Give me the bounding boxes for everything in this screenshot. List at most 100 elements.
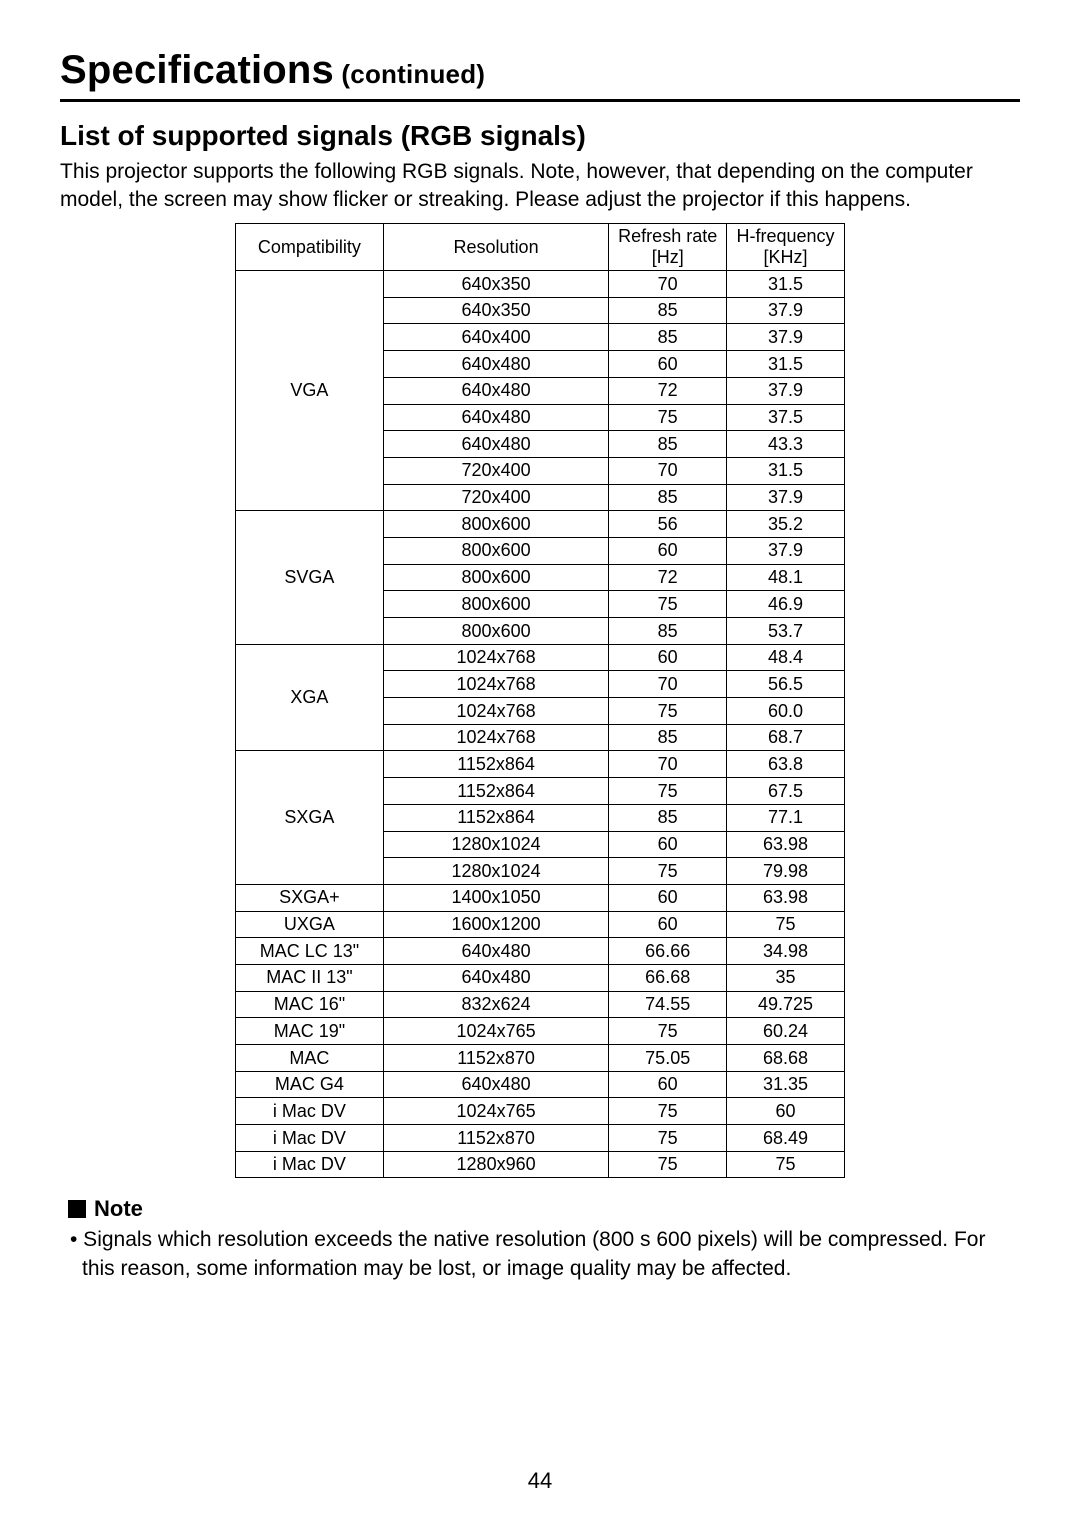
refresh-cell: 72 [609,564,727,591]
hfreq-cell: 34.98 [727,938,845,965]
resolution-cell: 1280x960 [383,1151,608,1178]
hfreq-cell: 37.9 [727,324,845,351]
hfreq-cell: 31.5 [727,271,845,298]
table-row: SXGA1152x8647063.8 [236,751,845,778]
hfreq-cell: 79.98 [727,858,845,885]
compatibility-cell: i Mac DV [236,1125,384,1152]
title-main: Specifications [60,48,334,92]
refresh-cell: 85 [609,431,727,458]
hfreq-cell: 75 [727,1151,845,1178]
refresh-cell: 66.66 [609,938,727,965]
resolution-cell: 1152x864 [383,778,608,805]
refresh-cell: 85 [609,618,727,645]
refresh-cell: 75 [609,858,727,885]
refresh-cell: 75 [609,778,727,805]
resolution-cell: 640x480 [383,431,608,458]
refresh-cell: 75 [609,1125,727,1152]
refresh-cell: 74.55 [609,991,727,1018]
resolution-cell: 1152x870 [383,1125,608,1152]
compatibility-cell: MAC G4 [236,1071,384,1098]
page-number: 44 [0,1468,1080,1494]
col-resolution: Resolution [383,223,608,270]
col-refresh-line2: [Hz] [652,247,684,267]
refresh-cell: 85 [609,324,727,351]
refresh-cell: 75.05 [609,1045,727,1072]
compatibility-cell: MAC LC 13" [236,938,384,965]
resolution-cell: 1024x768 [383,671,608,698]
table-head: Compatibility Resolution Refresh rate [H… [236,223,845,270]
resolution-cell: 1024x768 [383,644,608,671]
hfreq-cell: 48.4 [727,644,845,671]
compatibility-cell: XGA [236,644,384,751]
col-hfreq-line1: H-frequency [737,226,835,246]
refresh-cell: 85 [609,804,727,831]
resolution-cell: 1152x864 [383,751,608,778]
refresh-cell: 70 [609,751,727,778]
refresh-cell: 75 [609,1018,727,1045]
resolution-cell: 1600x1200 [383,911,608,938]
page-title: Specifications (continued) [60,48,1020,102]
table-row: XGA1024x7686048.4 [236,644,845,671]
col-hfreq-line2: [KHz] [764,247,808,267]
refresh-cell: 85 [609,724,727,751]
resolution-cell: 640x400 [383,324,608,351]
resolution-cell: 800x600 [383,591,608,618]
refresh-cell: 66.68 [609,964,727,991]
table-row: SXGA+1400x10506063.98 [236,884,845,911]
resolution-cell: 640x350 [383,271,608,298]
table-row: MAC 16"832x62474.5549.725 [236,991,845,1018]
table-row: VGA640x3507031.5 [236,271,845,298]
compatibility-cell: i Mac DV [236,1098,384,1125]
resolution-cell: 800x600 [383,537,608,564]
col-refresh: Refresh rate [Hz] [609,223,727,270]
compatibility-cell: SVGA [236,511,384,644]
table-row: MAC LC 13"640x48066.6634.98 [236,938,845,965]
hfreq-cell: 56.5 [727,671,845,698]
refresh-cell: 75 [609,1098,727,1125]
table-row: i Mac DV1280x9607575 [236,1151,845,1178]
hfreq-cell: 68.7 [727,724,845,751]
resolution-cell: 800x600 [383,511,608,538]
compatibility-cell: SXGA [236,751,384,884]
refresh-cell: 75 [609,404,727,431]
compatibility-cell: MAC [236,1045,384,1072]
hfreq-cell: 60.24 [727,1018,845,1045]
hfreq-cell: 49.725 [727,991,845,1018]
col-compatibility: Compatibility [236,223,384,270]
hfreq-cell: 37.9 [727,484,845,511]
hfreq-cell: 46.9 [727,591,845,618]
refresh-cell: 60 [609,884,727,911]
resolution-cell: 1152x864 [383,804,608,831]
title-continued: (continued) [334,59,485,89]
hfreq-cell: 31.5 [727,457,845,484]
resolution-cell: 720x400 [383,484,608,511]
refresh-cell: 60 [609,351,727,378]
table-body: VGA640x3507031.5640x3508537.9640x4008537… [236,271,845,1178]
section-intro: This projector supports the following RG… [60,158,1020,215]
hfreq-cell: 37.9 [727,377,845,404]
table-row: MAC 19"1024x7657560.24 [236,1018,845,1045]
table-row: MAC G4640x4806031.35 [236,1071,845,1098]
compatibility-cell: VGA [236,271,384,511]
refresh-cell: 56 [609,511,727,538]
table-row: i Mac DV1024x7657560 [236,1098,845,1125]
refresh-cell: 70 [609,671,727,698]
refresh-cell: 60 [609,644,727,671]
hfreq-cell: 37.9 [727,297,845,324]
page: Specifications (continued) List of suppo… [0,0,1080,1532]
resolution-cell: 640x480 [383,351,608,378]
refresh-cell: 75 [609,1151,727,1178]
table-header-row: Compatibility Resolution Refresh rate [H… [236,223,845,270]
hfreq-cell: 63.8 [727,751,845,778]
refresh-cell: 85 [609,297,727,324]
table-row: MAC II 13"640x48066.6835 [236,964,845,991]
square-bullet-icon [68,1200,86,1218]
compatibility-cell: UXGA [236,911,384,938]
hfreq-cell: 60.0 [727,698,845,725]
resolution-cell: 640x480 [383,1071,608,1098]
resolution-cell: 640x480 [383,964,608,991]
hfreq-cell: 37.9 [727,537,845,564]
table-row: i Mac DV1152x8707568.49 [236,1125,845,1152]
compatibility-cell: MAC 19" [236,1018,384,1045]
compatibility-cell: MAC II 13" [236,964,384,991]
